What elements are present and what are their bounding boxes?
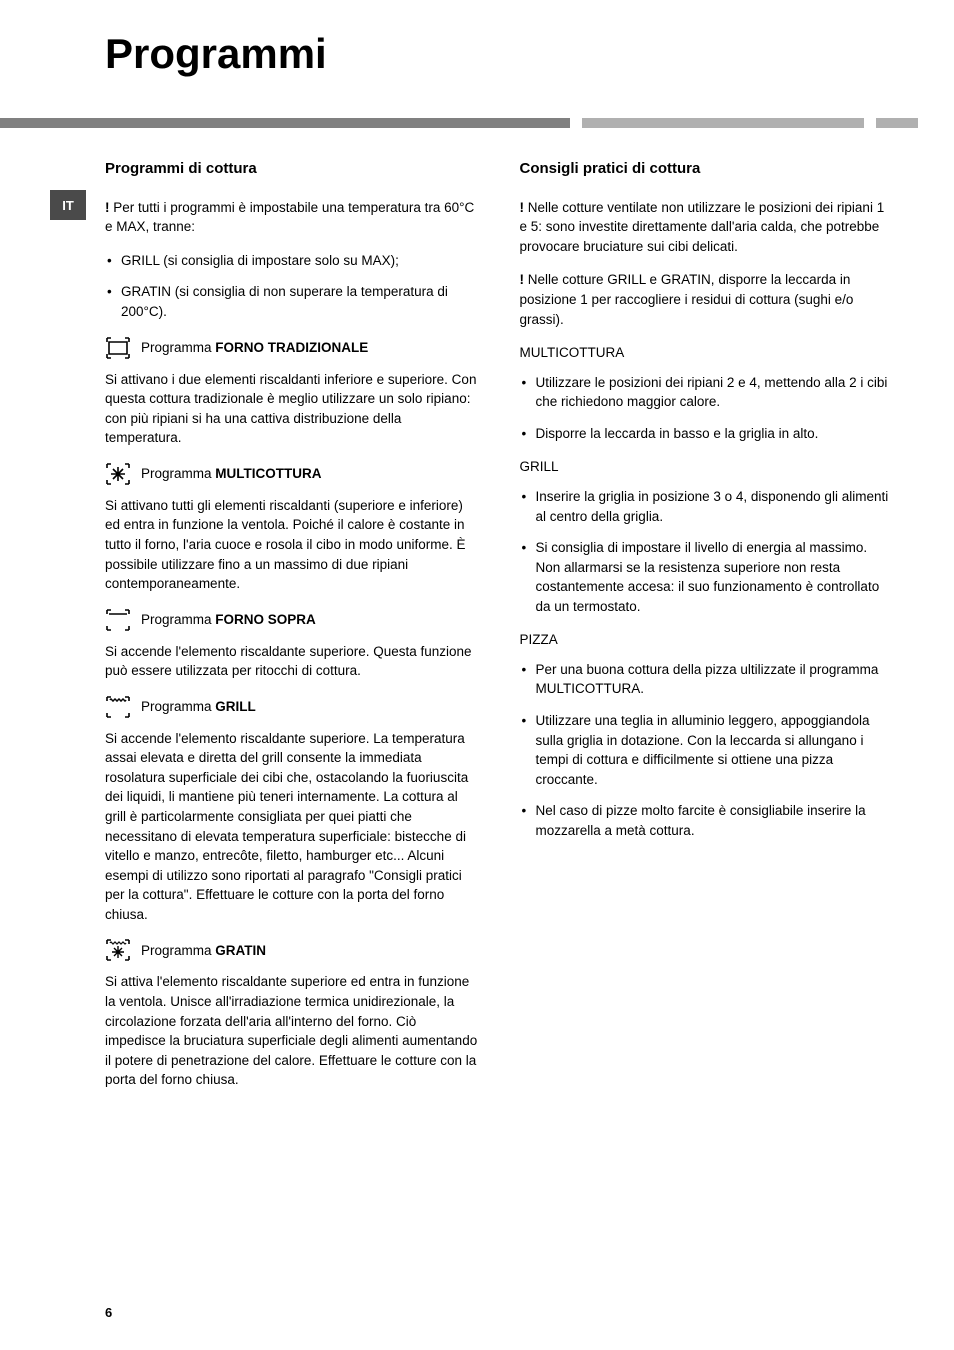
header-bar-segment xyxy=(0,118,570,128)
program-label-prefix: Programma xyxy=(141,699,215,714)
program-label-name: GRILL xyxy=(215,699,256,714)
intro-paragraph: ! Per tutti i programmi è impostabile un… xyxy=(105,198,480,237)
left-heading: Programmi di cottura xyxy=(105,158,480,180)
tips-subheading: MULTICOTTURA xyxy=(520,343,895,363)
intro-text: Per tutti i programmi è impostabile una … xyxy=(105,200,474,235)
program-label-prefix: Programma xyxy=(141,943,215,958)
program-label-prefix: Programma xyxy=(141,612,215,627)
tips-bullet-list: Per una buona cottura della pizza ultili… xyxy=(520,660,895,841)
list-item: GRILL (si consiglia di impostare solo su… xyxy=(105,251,480,271)
page-title: Programmi xyxy=(0,0,954,78)
program-description: Si attiva l'elemento riscaldante superio… xyxy=(105,972,480,1089)
tips-subheading: PIZZA xyxy=(520,630,895,650)
program-heading-row: Programma FORNO SOPRA xyxy=(105,608,480,632)
program-label: Programma GRATIN xyxy=(141,941,266,961)
program-description: Si accende l'elemento riscaldante superi… xyxy=(105,642,480,681)
header-bar-segment xyxy=(876,118,918,128)
warning-1-text: Nelle cotture ventilate non utilizzare l… xyxy=(520,200,885,254)
gratin-icon xyxy=(105,938,131,962)
list-item: GRATIN (si consiglia di non superare la … xyxy=(105,282,480,321)
program-heading-row: Programma FORNO TRADIZIONALE xyxy=(105,336,480,360)
top-oven-icon xyxy=(105,608,131,632)
tips-bullet-list: Inserire la griglia in posizione 3 o 4, … xyxy=(520,487,895,616)
program-label: Programma FORNO SOPRA xyxy=(141,610,316,630)
program-label-name: FORNO TRADIZIONALE xyxy=(215,340,368,355)
list-item: Utilizzare una teglia in alluminio legge… xyxy=(520,711,895,789)
header-bar-segment xyxy=(570,118,582,128)
list-item: Disporre la leccarda in basso e la grigl… xyxy=(520,424,895,444)
program-label-name: GRATIN xyxy=(215,943,266,958)
list-item: Nel caso di pizze molto farcite è consig… xyxy=(520,801,895,840)
program-heading-row: Programma GRILL xyxy=(105,695,480,719)
grill-icon xyxy=(105,695,131,719)
content-region: Programmi di cottura ! Per tutti i progr… xyxy=(0,128,954,1104)
page-number: 6 xyxy=(105,1305,112,1320)
program-label-prefix: Programma xyxy=(141,340,215,355)
list-item: Per una buona cottura della pizza ultili… xyxy=(520,660,895,699)
program-label-name: FORNO SOPRA xyxy=(215,612,316,627)
program-label: Programma GRILL xyxy=(141,697,256,717)
warning-1: ! Nelle cotture ventilate non utilizzare… xyxy=(520,198,895,257)
warning-2: ! Nelle cotture GRILL e GRATIN, disporre… xyxy=(520,270,895,329)
header-divider-bar xyxy=(0,118,954,128)
program-description: Si attivano tutti gli elementi riscaldan… xyxy=(105,496,480,594)
header-bar-segment xyxy=(918,118,954,128)
program-heading-row: Programma GRATIN xyxy=(105,938,480,962)
right-column: Consigli pratici di cottura ! Nelle cott… xyxy=(520,158,895,1104)
left-column: Programmi di cottura ! Per tutti i progr… xyxy=(105,158,480,1104)
multicooking-icon xyxy=(105,462,131,486)
header-bar-segment xyxy=(864,118,876,128)
list-item: Inserire la griglia in posizione 3 o 4, … xyxy=(520,487,895,526)
list-item: Si consiglia di impostare il livello di … xyxy=(520,538,895,616)
program-description: Si attivano i due elementi riscaldanti i… xyxy=(105,370,480,448)
program-label: Programma FORNO TRADIZIONALE xyxy=(141,338,368,358)
program-label-prefix: Programma xyxy=(141,466,215,481)
program-label: Programma MULTICOTTURA xyxy=(141,464,322,484)
language-badge: IT xyxy=(50,190,86,220)
tips-bullet-list: Utilizzare le posizioni dei ripiani 2 e … xyxy=(520,373,895,444)
program-heading-row: Programma MULTICOTTURA xyxy=(105,462,480,486)
warning-2-text: Nelle cotture GRILL e GRATIN, disporre l… xyxy=(520,272,854,326)
traditional-oven-icon xyxy=(105,336,131,360)
program-description: Si accende l'elemento riscaldante superi… xyxy=(105,729,480,925)
list-item: Utilizzare le posizioni dei ripiani 2 e … xyxy=(520,373,895,412)
program-label-name: MULTICOTTURA xyxy=(215,466,321,481)
header-bar-segment xyxy=(582,118,864,128)
right-heading: Consigli pratici di cottura xyxy=(520,158,895,180)
intro-bullet-list: GRILL (si consiglia di impostare solo su… xyxy=(105,251,480,322)
tips-subheading: GRILL xyxy=(520,457,895,477)
